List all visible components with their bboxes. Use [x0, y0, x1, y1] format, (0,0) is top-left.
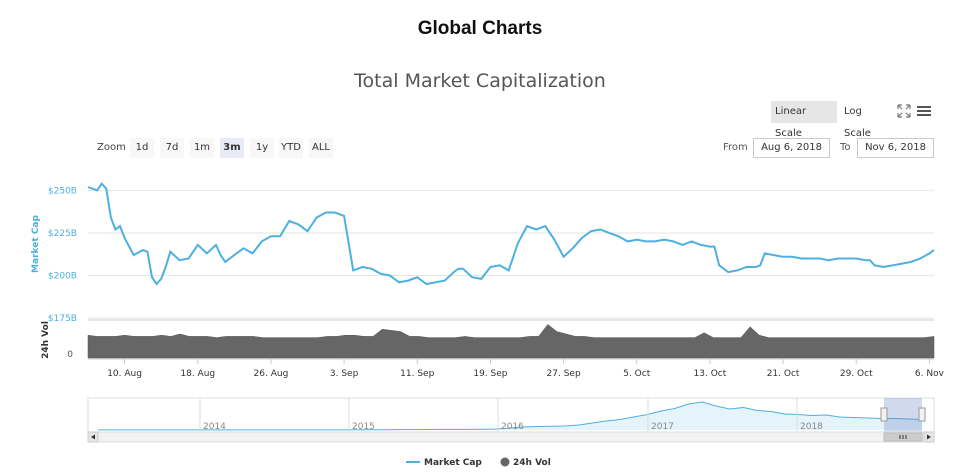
chart-title: Total Market Capitalization	[354, 70, 606, 92]
zoom-button-1m[interactable]: 1m	[190, 138, 214, 158]
x-tick-label: 11. Sep	[400, 369, 434, 379]
legend-label-24h-vol: 24h Vol	[513, 458, 551, 468]
vol-y-tick-label: 0	[67, 350, 73, 360]
x-tick-label: 5. Oct	[623, 369, 650, 379]
navigator-tick-label: 2017	[651, 422, 674, 432]
series-line-market-cap	[87, 181, 935, 286]
x-tick-label: 3. Sep	[330, 369, 359, 379]
page-title: Global Charts	[417, 18, 543, 39]
y-tick-label: $250B	[48, 186, 77, 196]
zoom-button-7d[interactable]: 7d	[160, 138, 184, 158]
to-date-input[interactable]: Nov 6, 2018	[857, 138, 934, 158]
navigator-tick-label: 2015	[352, 422, 375, 432]
arrow-left-icon	[91, 434, 95, 440]
zoom-button-all[interactable]: ALL	[309, 138, 333, 158]
y-tick-label: $225B	[48, 229, 77, 239]
fullscreen-icon[interactable]	[896, 103, 912, 119]
x-tick-label: 21. Oct	[767, 369, 800, 379]
navigator-tick-label: 2014	[203, 422, 226, 432]
x-tick-label: 27. Sep	[547, 369, 581, 379]
legend-label-market-cap: Market Cap	[424, 458, 482, 468]
arrow-right-icon	[927, 434, 931, 440]
log-scale-button[interactable]: Log Scale	[844, 106, 871, 139]
navigator-handle-right[interactable]	[918, 407, 926, 422]
x-tick-label: 10. Aug	[107, 369, 142, 379]
zoom-button-1d[interactable]: 1d	[130, 138, 154, 158]
from-date-input[interactable]: Aug 6, 2018	[753, 138, 830, 158]
navigator-tick-label: 2016	[501, 422, 524, 432]
y-tick-label: $200B	[48, 271, 77, 281]
navigator-area	[98, 402, 922, 430]
zoom-button-ytd[interactable]: YTD	[279, 138, 303, 158]
navigator-handle-left[interactable]	[880, 407, 888, 422]
x-tick-label: 29. Oct	[840, 369, 873, 379]
from-label: From	[723, 142, 748, 153]
x-tick-label: 26. Aug	[254, 369, 289, 379]
legend-marker-24h-vol[interactable]	[500, 457, 510, 467]
y-tick-label: $175B	[48, 314, 77, 324]
zoom-label: Zoom	[97, 142, 126, 153]
linear-scale-button[interactable]: Linear Scale	[771, 101, 837, 139]
vol-axis-title: 24h Vol	[41, 321, 51, 359]
x-tick-label: 6. Nov	[915, 369, 945, 379]
x-tick-label: 13. Oct	[694, 369, 727, 379]
zoom-button-3m[interactable]: 3m	[220, 138, 244, 158]
series-area-24h-vol	[87, 324, 935, 359]
to-label: To	[840, 142, 851, 153]
x-tick-label: 18. Aug	[180, 369, 215, 379]
menu-icon[interactable]	[916, 103, 932, 119]
y-axis-title: Market Cap	[31, 215, 41, 273]
scrollbar-track[interactable]	[87, 431, 935, 443]
navigator-tick-label: 2018	[800, 422, 823, 432]
navigator-line	[98, 401, 923, 431]
zoom-button-1y[interactable]: 1y	[250, 138, 274, 158]
navigator-selection[interactable]	[884, 398, 922, 432]
x-tick-label: 19. Sep	[473, 369, 507, 379]
